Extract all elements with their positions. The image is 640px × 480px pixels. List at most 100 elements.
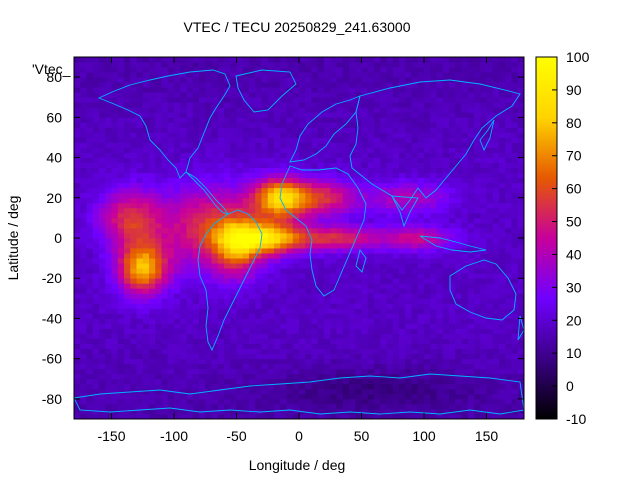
heatmap-cell — [236, 398, 244, 405]
heatmap-cell — [130, 283, 137, 289]
heatmap-cell — [367, 62, 375, 68]
heatmap-cell — [361, 293, 369, 299]
heatmap-cell — [292, 72, 300, 78]
heatmap-cell — [111, 232, 119, 239]
heatmap-cell — [111, 383, 119, 390]
heatmap-cell — [86, 403, 94, 410]
heatmap-cell — [217, 92, 225, 98]
heatmap-cell — [192, 253, 200, 259]
heatmap-cell — [142, 87, 150, 93]
heatmap-cell — [317, 122, 325, 128]
heatmap-cell — [405, 403, 412, 410]
heatmap-cell — [336, 288, 344, 294]
heatmap-cell — [299, 288, 306, 294]
heatmap-cell — [192, 353, 200, 360]
heatmap-cell — [224, 243, 231, 249]
heatmap-cell — [461, 308, 469, 314]
heatmap-cell — [230, 303, 237, 309]
heatmap-cell — [486, 202, 494, 209]
heatmap-cell — [230, 283, 237, 289]
heatmap-cell — [449, 157, 456, 163]
heatmap-cell — [80, 403, 87, 410]
heatmap-cell — [342, 137, 350, 143]
heatmap-cell — [99, 353, 106, 360]
heatmap-cell — [392, 167, 400, 174]
heatmap-cell — [249, 318, 256, 324]
heatmap-cell — [467, 388, 475, 395]
heatmap-cell — [261, 238, 269, 244]
heatmap-cell — [486, 248, 494, 254]
heatmap-cell — [417, 403, 425, 410]
heatmap-cell — [192, 92, 200, 98]
heatmap-cell — [405, 393, 412, 400]
heatmap-cell — [86, 338, 94, 344]
heatmap-cell — [149, 117, 156, 123]
heatmap-cell — [142, 112, 150, 118]
heatmap-cell — [386, 323, 394, 329]
heatmap-cell — [274, 318, 281, 324]
heatmap-cell — [224, 172, 231, 179]
heatmap-cell — [436, 127, 444, 133]
heatmap-cell — [411, 293, 419, 299]
heatmap-cell — [167, 72, 175, 78]
heatmap-cell — [380, 358, 387, 365]
heatmap-cell — [192, 72, 200, 78]
heatmap-cell — [180, 167, 187, 174]
heatmap-cell — [467, 238, 475, 244]
heatmap-cell — [305, 253, 312, 259]
heatmap-cell — [386, 408, 394, 415]
heatmap-cell — [174, 373, 181, 380]
heatmap-cell — [180, 107, 187, 113]
heatmap-cell — [336, 238, 344, 244]
heatmap-cell — [242, 338, 250, 344]
heatmap-cell — [261, 288, 269, 294]
heatmap-cell — [105, 383, 112, 390]
heatmap-cell — [417, 238, 425, 244]
heatmap-cell — [299, 202, 306, 209]
heatmap-cell — [292, 127, 300, 133]
heatmap-cell — [355, 368, 362, 375]
heatmap-cell — [386, 167, 394, 174]
heatmap-cell — [330, 313, 337, 319]
heatmap-cell — [74, 413, 81, 419]
heatmap-cell — [349, 127, 356, 133]
heatmap-cell — [392, 147, 400, 153]
heatmap-cell — [405, 298, 412, 304]
heatmap-cell — [74, 62, 81, 68]
heatmap-cell — [224, 258, 231, 264]
heatmap-cell — [142, 398, 150, 405]
heatmap-cell — [224, 202, 231, 209]
heatmap-cell — [74, 112, 81, 118]
heatmap-cell — [374, 318, 381, 324]
heatmap-cell — [442, 413, 450, 419]
heatmap-cell — [167, 243, 175, 249]
heatmap-cell — [492, 182, 500, 189]
heatmap-cell — [230, 177, 237, 184]
heatmap-cell — [105, 323, 112, 329]
heatmap-cell — [492, 57, 500, 63]
heatmap-cell — [261, 368, 269, 375]
heatmap-cell — [467, 107, 475, 113]
heatmap-cell — [249, 202, 256, 209]
heatmap-cell — [411, 358, 419, 365]
heatmap-cell — [455, 172, 462, 179]
heatmap-cell — [211, 378, 219, 385]
heatmap-cell — [86, 117, 94, 123]
heatmap-cell — [142, 72, 150, 78]
heatmap-cell — [280, 157, 287, 163]
heatmap-cell — [305, 187, 312, 194]
heatmap-cell — [311, 212, 319, 219]
heatmap-cell — [455, 62, 462, 68]
heatmap-cell — [280, 112, 287, 118]
heatmap-cell — [211, 227, 219, 234]
heatmap-cell — [455, 318, 462, 324]
heatmap-cell — [449, 278, 456, 284]
heatmap-cell — [292, 92, 300, 98]
heatmap-cell — [274, 298, 281, 304]
heatmap-cell — [361, 217, 369, 224]
heatmap-cell — [261, 177, 269, 184]
heatmap-cell — [274, 112, 281, 118]
heatmap-cell — [317, 117, 325, 123]
heatmap-cell — [167, 167, 175, 174]
heatmap-cell — [411, 167, 419, 174]
